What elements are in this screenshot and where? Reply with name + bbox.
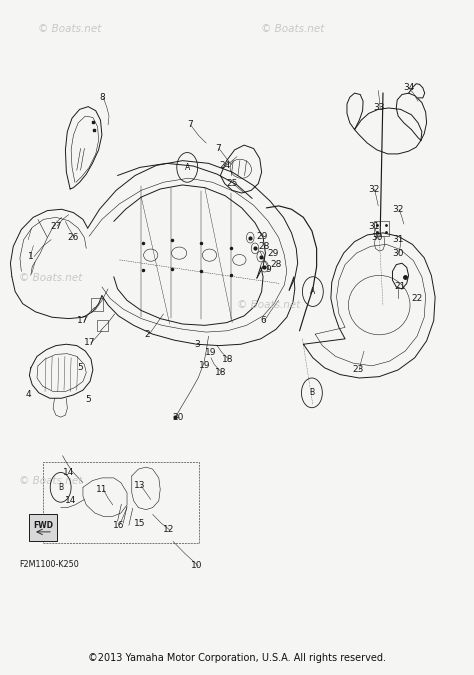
Text: 28: 28 bbox=[259, 242, 270, 251]
Text: 18: 18 bbox=[222, 354, 233, 364]
Text: 14: 14 bbox=[64, 496, 76, 506]
Bar bbox=[91, 298, 103, 311]
Text: 32: 32 bbox=[392, 205, 404, 214]
Text: 2: 2 bbox=[144, 329, 150, 339]
Bar bbox=[29, 514, 57, 541]
Text: FWD: FWD bbox=[33, 520, 53, 530]
Text: 34: 34 bbox=[403, 83, 414, 92]
Text: 16: 16 bbox=[113, 520, 124, 530]
Text: A: A bbox=[310, 287, 316, 296]
Bar bbox=[97, 320, 108, 331]
Text: 3: 3 bbox=[194, 340, 200, 349]
Text: 20: 20 bbox=[172, 412, 183, 422]
Text: A: A bbox=[184, 163, 190, 172]
Text: 7: 7 bbox=[215, 144, 221, 153]
Text: © Boats.net: © Boats.net bbox=[261, 24, 324, 34]
Text: 32: 32 bbox=[368, 184, 379, 194]
Text: 6: 6 bbox=[260, 316, 266, 325]
Text: 29: 29 bbox=[256, 232, 267, 241]
Text: 28: 28 bbox=[270, 260, 282, 269]
Text: 19: 19 bbox=[205, 348, 217, 357]
Text: 8: 8 bbox=[99, 93, 105, 103]
Text: B: B bbox=[310, 388, 314, 398]
Bar bbox=[43, 462, 199, 543]
Text: 31: 31 bbox=[369, 221, 380, 231]
Text: 15: 15 bbox=[134, 518, 146, 528]
Text: ©2013 Yamaha Motor Corporation, U.S.A. All rights reserved.: ©2013 Yamaha Motor Corporation, U.S.A. A… bbox=[88, 653, 386, 663]
Text: 29: 29 bbox=[267, 248, 278, 258]
Bar bbox=[374, 221, 389, 236]
Text: 4: 4 bbox=[26, 390, 31, 400]
Text: 33: 33 bbox=[374, 103, 385, 113]
Text: 30: 30 bbox=[371, 233, 383, 242]
Text: 18: 18 bbox=[215, 368, 226, 377]
Text: 5: 5 bbox=[78, 363, 83, 373]
Text: © Boats.net: © Boats.net bbox=[237, 300, 301, 310]
Text: B: B bbox=[58, 483, 63, 492]
Text: 25: 25 bbox=[227, 179, 238, 188]
Text: 17: 17 bbox=[77, 316, 89, 325]
Text: 1: 1 bbox=[28, 252, 34, 261]
Text: 22: 22 bbox=[411, 294, 423, 303]
Text: 13: 13 bbox=[134, 481, 146, 491]
Text: 19: 19 bbox=[199, 361, 210, 371]
Text: 30: 30 bbox=[392, 248, 404, 258]
Text: 23: 23 bbox=[352, 365, 364, 375]
Text: 26: 26 bbox=[68, 233, 79, 242]
Text: 24: 24 bbox=[219, 161, 231, 170]
Text: 9: 9 bbox=[265, 265, 271, 275]
Text: 7: 7 bbox=[187, 120, 192, 130]
Text: 27: 27 bbox=[50, 221, 62, 231]
Text: © Boats.net: © Boats.net bbox=[19, 476, 82, 486]
Text: 11: 11 bbox=[96, 485, 108, 494]
Text: 12: 12 bbox=[163, 525, 174, 535]
Text: 10: 10 bbox=[191, 561, 202, 570]
Text: 14: 14 bbox=[63, 468, 74, 477]
Text: © Boats.net: © Boats.net bbox=[19, 273, 82, 284]
Text: 21: 21 bbox=[395, 282, 406, 292]
Text: F2M1100-K250: F2M1100-K250 bbox=[19, 560, 79, 570]
Text: 17: 17 bbox=[84, 338, 96, 348]
Text: 31: 31 bbox=[392, 235, 404, 244]
Text: 5: 5 bbox=[85, 395, 91, 404]
Text: © Boats.net: © Boats.net bbox=[38, 24, 101, 34]
